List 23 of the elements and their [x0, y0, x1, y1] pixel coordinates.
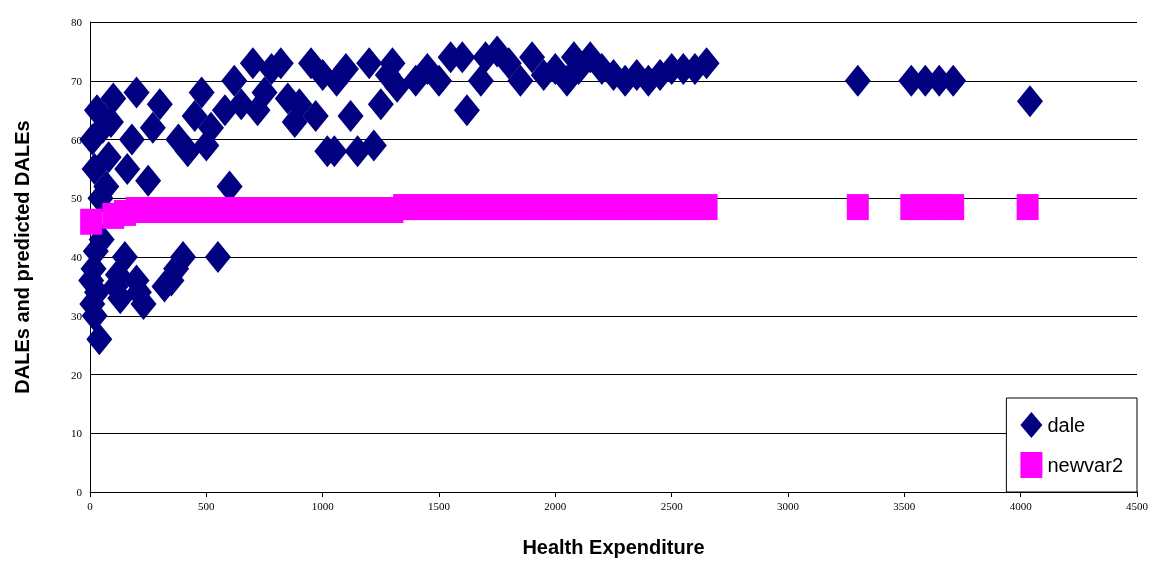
x-tick-label: 3500 [893, 499, 916, 512]
x-tick-label: 500 [198, 499, 216, 512]
legend-label: dale [1047, 414, 1086, 436]
legend-label: newvar2 [1047, 454, 1124, 476]
x-tick-label: 1500 [428, 499, 451, 512]
y-tick-label: 20 [71, 368, 83, 381]
x-tick-label: 3000 [777, 499, 800, 512]
x-tick-label: 1000 [311, 499, 335, 512]
x-tick-label: 4000 [1009, 499, 1033, 512]
y-tick-label: 0 [76, 486, 83, 498]
y-tick-label: 30 [71, 309, 83, 322]
x-tick-label: 2500 [660, 499, 684, 512]
x-tick-label: 2000 [544, 499, 567, 512]
y-axis-title: DALEs and predicted DALEs [11, 120, 33, 394]
y-tick-label: 10 [71, 427, 83, 440]
x-axis-title: Health Expenditure [522, 536, 705, 558]
x-tick-label: 4500 [1126, 499, 1149, 512]
y-tick-label: 70 [71, 74, 83, 87]
y-tick-label: 40 [71, 251, 83, 263]
y-tick-label: 60 [71, 133, 83, 146]
y-tick-label: 50 [71, 192, 83, 205]
y-tick-label: 80 [71, 16, 83, 28]
x-tick-label: 0 [87, 499, 94, 512]
